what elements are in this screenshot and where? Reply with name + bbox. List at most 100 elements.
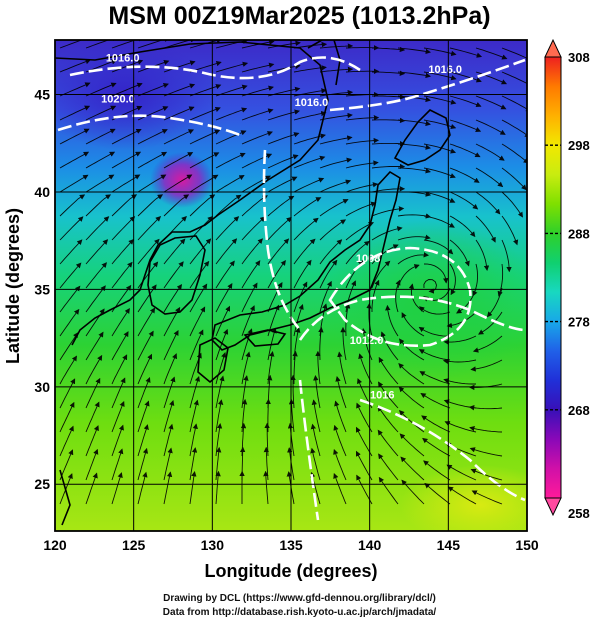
streamline [371,163,406,170]
streamline [163,106,195,121]
taiwan-coast [59,469,71,526]
colorbar-tick-label: 288 [568,226,590,241]
x-tick-label: 120 [43,537,67,553]
streamline [311,399,321,433]
streamline [478,311,503,335]
streamline [215,175,245,193]
streamline [241,305,255,337]
streamline [111,472,123,505]
streamline [469,447,503,457]
streamline [293,133,326,145]
streamline [422,437,451,457]
isobars [57,56,526,521]
streamline [85,425,99,457]
colorbar-top-arrow [544,38,562,58]
streamline [319,259,338,289]
data-source-credit: Data from http://database.rish.kyoto-u.a… [162,607,437,618]
streamline [267,63,301,73]
streamline [163,238,186,265]
streamline [475,143,505,161]
warmest-region [400,465,527,531]
streamline [241,216,266,241]
streamline [215,40,249,49]
streamline [371,46,406,53]
x-tick-label: 135 [279,537,303,553]
streamline [267,216,292,241]
korea-peninsula [147,235,206,315]
streamline [424,482,451,505]
streamline [371,140,406,147]
streamline [333,424,347,457]
streamline [137,174,167,193]
streamline [111,128,142,145]
streamline [137,129,168,145]
streamline [319,112,353,121]
streamline [241,351,251,385]
x-axis-label: Longitude (degrees) [204,561,377,581]
streamline [111,377,126,409]
streamline [423,263,449,284]
streamline [475,95,507,110]
streamline [111,40,144,49]
streamline [59,194,86,217]
streamline [293,65,327,73]
streamline [345,222,375,241]
streamline [501,95,527,112]
streamline [163,423,174,457]
streamline [397,234,431,241]
streamline [423,215,455,228]
streamline [475,239,490,271]
isobar-labels: 1016.0 1020.0 1016.0 1016.0 1008 1012.0 1016 [101,52,462,401]
streamline [385,304,399,337]
streamline [443,378,476,385]
streamline [215,61,249,73]
streamline [293,303,304,337]
y-axis-label: Latitude (degrees) [3,208,23,364]
streamline [241,108,274,121]
streamline [189,375,201,409]
streamline [377,405,399,433]
streamline [111,424,124,457]
streamline [163,83,196,97]
streamline [137,238,160,265]
streamline [163,174,193,193]
streamline [475,119,506,135]
streamline [241,131,273,145]
streamline [59,425,74,457]
streamline [501,191,523,218]
streamline [449,95,482,108]
streamline [333,472,347,505]
streamline [345,201,377,217]
streamline [111,174,141,193]
streamline [137,376,151,409]
streamline [468,405,503,411]
drawing-credit: Drawing by DCL (https://www.gfd-dennou.o… [163,593,436,604]
streamline [111,354,128,385]
streamline [470,359,503,372]
streamline [293,197,322,217]
streamline [371,244,399,265]
streamline [85,308,105,337]
streamline [419,306,451,315]
streamline [215,194,242,217]
streamline [501,215,519,246]
streamline [267,195,295,217]
streamline [423,167,456,179]
streamline [319,280,332,313]
streamline [497,263,504,297]
streamline [313,375,321,409]
streamline [420,393,451,409]
streamline [189,194,216,217]
streamline [397,167,431,174]
streamline [215,399,224,433]
streamline [293,110,327,121]
x-tick-label: 150 [515,537,539,553]
streamline [189,471,197,505]
streamline [475,215,496,243]
streamline [486,287,503,318]
x-tick-label: 125 [122,537,146,553]
colorbar-tick-label: 268 [568,403,590,418]
streamline [59,332,79,361]
streamline [449,71,482,83]
streamline [163,194,190,217]
